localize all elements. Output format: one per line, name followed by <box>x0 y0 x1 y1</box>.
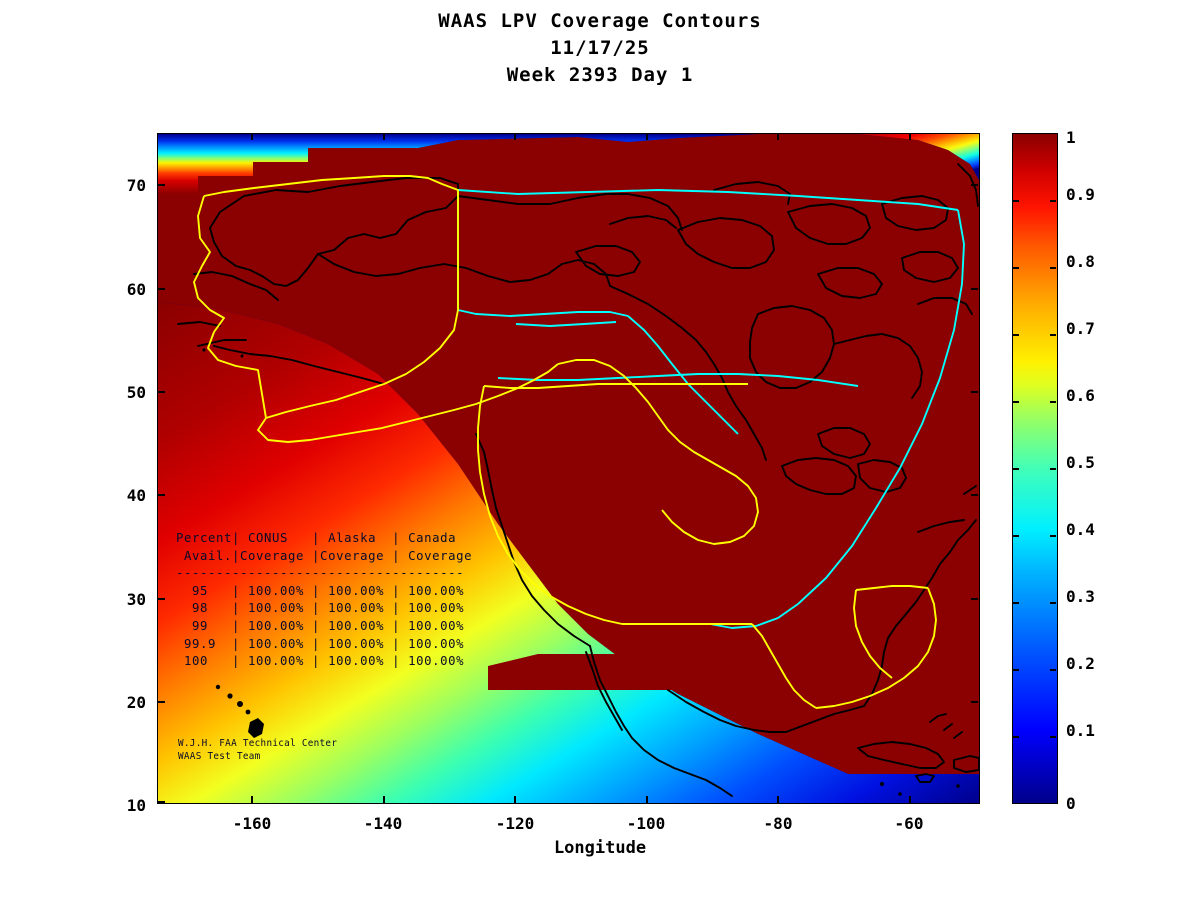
ytick-mark-right-70 <box>971 184 978 186</box>
organization-credit: W.J.H. FAA Technical Center WAAS Test Te… <box>178 738 338 762</box>
coverage-gulf-extension <box>488 654 979 734</box>
colorbar-tick-0.9-left <box>1013 200 1019 202</box>
ytick-label-30: 30 <box>126 590 146 609</box>
xtick-mark-top-minus140 <box>383 133 385 140</box>
ytick-mark-10 <box>158 801 165 803</box>
colorbar-label-1: 1 <box>1066 128 1076 147</box>
gradient-band-pacific <box>158 302 979 803</box>
colorbar-label-0: 0 <box>1066 794 1076 813</box>
xtick-mark-top-minus60 <box>909 133 911 140</box>
colorbar-tick-0.2-left <box>1013 669 1019 671</box>
gradient-band-arctic <box>158 134 758 194</box>
title-date: 11/17/25 <box>550 37 650 59</box>
colorbar <box>1012 133 1058 804</box>
ytick-mark-30 <box>158 598 165 600</box>
hawaii-islands <box>215 684 264 738</box>
colorbar-tick-0.1-left <box>1013 736 1019 738</box>
xtick-label-minus160: -160 <box>232 814 272 833</box>
colorbar-label-0.3: 0.3 <box>1066 587 1095 606</box>
ytick-label-20: 20 <box>126 693 146 712</box>
colorbar-tick-0.5-right <box>1050 468 1056 470</box>
xtick-label-minus100: -100 <box>626 814 666 833</box>
xtick-mark-top-minus160 <box>251 133 253 140</box>
ytick-mark-right-20 <box>971 701 978 703</box>
colorbar-label-0.4: 0.4 <box>1066 520 1095 539</box>
title-week-day: Week 2393 Day 1 <box>506 64 694 86</box>
colorbar-label-0.8: 0.8 <box>1066 252 1095 271</box>
ytick-mark-50 <box>158 391 165 393</box>
coastline-layer <box>177 163 979 797</box>
colorbar-tick-0.6-right <box>1050 401 1056 403</box>
colorbar-tick-0.4-left <box>1013 535 1019 537</box>
xtick-mark-minus60 <box>909 796 911 803</box>
xtick-label-minus80: -80 <box>763 814 793 833</box>
colorbar-tick-0.5-left <box>1013 468 1019 470</box>
coverage-core-region <box>158 134 979 774</box>
colorbar-label-0.6: 0.6 <box>1066 386 1095 405</box>
xtick-mark-top-minus120 <box>514 133 516 140</box>
xtick-mark-minus140 <box>383 796 385 803</box>
x-axis-label: Longitude <box>553 838 647 858</box>
colorbar-label-0.7: 0.7 <box>1066 319 1095 338</box>
gradient-band-atlantic <box>758 134 979 180</box>
ytick-label-50: 50 <box>126 383 146 402</box>
colorbar-tick-0.2-right <box>1050 669 1056 671</box>
xtick-mark-minus120 <box>514 796 516 803</box>
ytick-mark-70 <box>158 184 165 186</box>
ytick-label-60: 60 <box>126 280 146 299</box>
page-title: WAAS LPV Coverage Contours <box>438 10 762 32</box>
ytick-mark-60 <box>158 288 165 290</box>
colorbar-tick-0.4-right <box>1050 535 1056 537</box>
ytick-label-70: 70 <box>126 176 146 195</box>
map-plot-area: Percent| CONUS | Alaska | Canada Avail.|… <box>157 133 980 804</box>
conus-alaska-boundary-polygon <box>193 175 937 709</box>
colorbar-label-0.1: 0.1 <box>1066 721 1095 740</box>
colorbar-tick-0.7-right <box>1050 334 1056 336</box>
colorbar-tick-0.6-left <box>1013 401 1019 403</box>
xtick-label-minus60: -60 <box>894 814 924 833</box>
ytick-mark-right-50 <box>971 391 978 393</box>
colorbar-tick-0.3-right <box>1050 602 1056 604</box>
colorbar-label-0.5: 0.5 <box>1066 453 1095 472</box>
ytick-mark-right-60 <box>971 288 978 290</box>
ytick-mark-right-40 <box>971 494 978 496</box>
ytick-mark-40 <box>158 494 165 496</box>
xtick-mark-minus100 <box>646 796 648 803</box>
chart-title-block: WAAS LPV Coverage Contours 11/17/25 Week… <box>0 8 1200 89</box>
colorbar-label-0.9: 0.9 <box>1066 185 1095 204</box>
colorbar-tick-0.3-left <box>1013 602 1019 604</box>
xtick-mark-minus80 <box>777 796 779 803</box>
coverage-stats-table: Percent| CONUS | Alaska | Canada Avail.|… <box>176 531 473 669</box>
ytick-mark-right-30 <box>971 598 978 600</box>
xtick-mark-top-minus100 <box>646 133 648 140</box>
xtick-mark-minus160 <box>251 796 253 803</box>
coverage-contour-map <box>158 134 979 803</box>
colorbar-gradient <box>1013 134 1057 803</box>
colorbar-tick-0.9-right <box>1050 200 1056 202</box>
ytick-label-10: 10 <box>126 796 146 815</box>
ytick-label-40: 40 <box>126 486 146 505</box>
ytick-mark-20 <box>158 701 165 703</box>
small-island-markers <box>202 348 960 796</box>
colorbar-tick-0.1-right <box>1050 736 1056 738</box>
xtick-label-minus140: -140 <box>363 814 403 833</box>
colorbar-label-0.2: 0.2 <box>1066 654 1095 673</box>
y-axis-label: Latitude <box>0 359 2 441</box>
colorbar-tick-0.7-left <box>1013 334 1019 336</box>
colorbar-tick-0.8-left <box>1013 267 1019 269</box>
xtick-mark-top-minus80 <box>777 133 779 140</box>
xtick-label-minus120: -120 <box>495 814 535 833</box>
colorbar-tick-0.8-right <box>1050 267 1056 269</box>
map-canvas: Percent| CONUS | Alaska | Canada Avail.|… <box>158 134 979 803</box>
